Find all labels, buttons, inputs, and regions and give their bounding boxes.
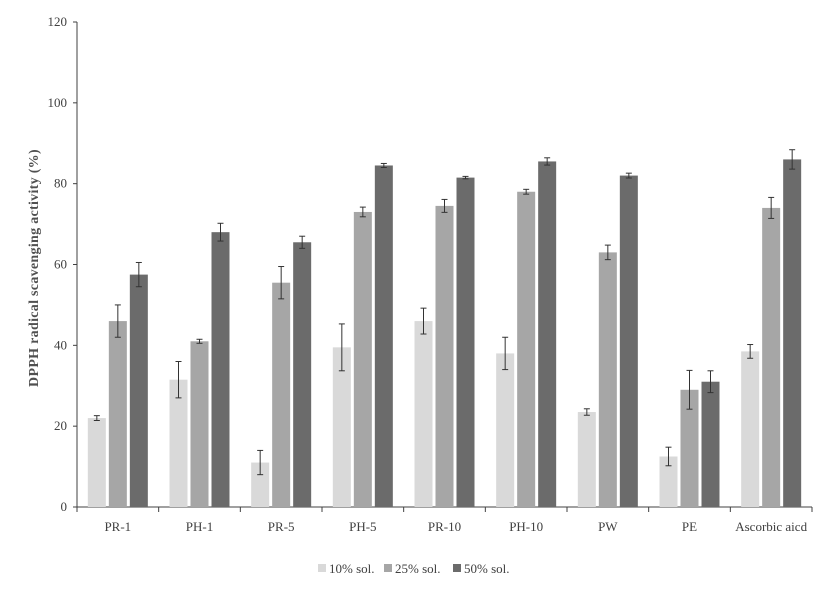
chart-bars xyxy=(87,149,802,508)
bar xyxy=(435,205,454,508)
bar xyxy=(538,161,557,507)
legend-label: 25% sol. xyxy=(395,561,441,576)
y-tick-label: 0 xyxy=(61,499,68,514)
y-tick-label: 120 xyxy=(48,14,68,29)
bar xyxy=(293,242,312,508)
y-tick-labels: 0 20 40 60 80 100 120 xyxy=(48,14,68,514)
y-tick-label: 20 xyxy=(54,418,67,433)
legend-swatch xyxy=(384,564,392,572)
bar xyxy=(353,211,372,508)
bar xyxy=(169,379,188,507)
bar xyxy=(517,191,536,507)
bar xyxy=(129,274,148,507)
bar xyxy=(414,321,433,507)
y-tick-label: 60 xyxy=(54,257,67,272)
bar xyxy=(332,347,351,507)
bar xyxy=(456,177,475,507)
bar xyxy=(783,159,802,507)
bar xyxy=(741,351,760,507)
bar xyxy=(108,321,127,507)
y-tick-label: 80 xyxy=(54,176,67,191)
x-category-label: PH-10 xyxy=(509,519,543,534)
legend-label: 50% sol. xyxy=(464,561,510,576)
bar xyxy=(762,207,781,507)
bar xyxy=(619,175,638,508)
x-category-labels: PR-1 PH-1 PR-5 PH-5 PR-10 PH-10 PW PE Ascorbic a… xyxy=(104,519,807,534)
x-category-label: PH-5 xyxy=(349,519,376,534)
y-tick-label: 40 xyxy=(54,337,67,352)
bar xyxy=(251,462,270,507)
x-category-label: Ascorbic aicd xyxy=(735,519,807,534)
x-category-label: PR-10 xyxy=(428,519,461,534)
bar xyxy=(272,282,291,507)
bar xyxy=(680,389,699,507)
legend-label: 10% sol. xyxy=(329,561,375,576)
x-category-label: PR-5 xyxy=(268,519,295,534)
legend-swatch xyxy=(453,564,461,572)
bar xyxy=(577,412,596,507)
x-category-label: PW xyxy=(598,519,618,534)
bar xyxy=(374,165,393,507)
bar xyxy=(211,232,230,507)
x-category-label: PE xyxy=(682,519,697,534)
bar xyxy=(190,341,209,507)
chart-legend: 10% sol. 25% sol. 50% sol. xyxy=(318,561,510,576)
bar xyxy=(87,418,106,507)
y-axis-title: DPPH radical scavenging activity (%) xyxy=(27,149,42,387)
y-tick-label: 100 xyxy=(48,95,68,110)
bar xyxy=(496,353,515,507)
bar xyxy=(701,381,720,507)
legend-swatch xyxy=(318,564,326,572)
bar xyxy=(598,252,617,507)
x-category-label: PR-1 xyxy=(104,519,131,534)
x-category-label: PH-1 xyxy=(186,519,213,534)
bar xyxy=(659,456,678,507)
